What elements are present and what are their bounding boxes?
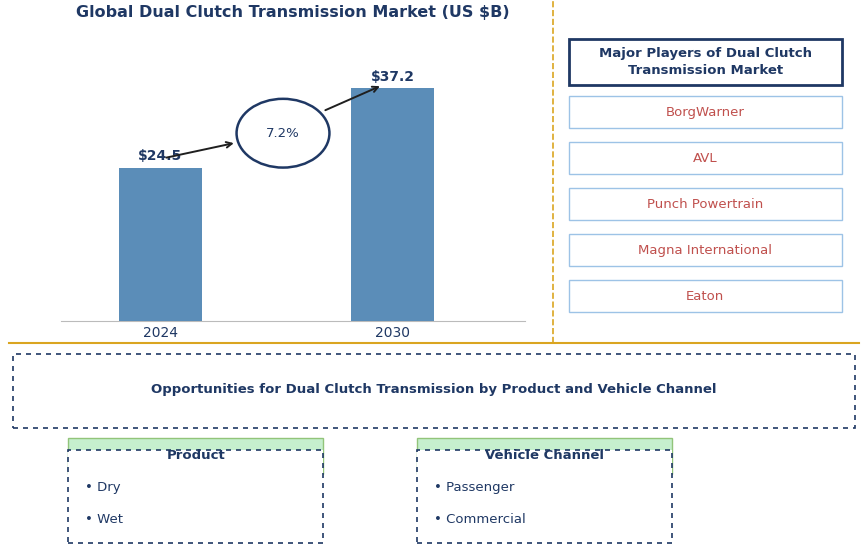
Text: Punch Powertrain: Punch Powertrain [648, 198, 763, 211]
Text: $24.5: $24.5 [138, 149, 182, 163]
Text: BorgWarner: BorgWarner [666, 106, 745, 119]
Title: Global Dual Clutch Transmission Market (US $B): Global Dual Clutch Transmission Market (… [76, 4, 510, 19]
FancyBboxPatch shape [13, 354, 855, 428]
Text: • Dry: • Dry [85, 481, 121, 494]
Text: • Wet: • Wet [85, 513, 123, 526]
Text: Eaton: Eaton [686, 290, 725, 303]
FancyBboxPatch shape [569, 143, 842, 174]
Bar [119, 168, 201, 321]
Text: • Passenger: • Passenger [434, 481, 515, 494]
Text: Source: Lucintel: Source: Lucintel [361, 361, 476, 374]
Text: Major Players of Dual Clutch
Transmission Market: Major Players of Dual Clutch Transmissio… [599, 47, 812, 77]
FancyBboxPatch shape [69, 438, 324, 474]
FancyBboxPatch shape [569, 234, 842, 266]
FancyBboxPatch shape [569, 280, 842, 312]
Text: • Commercial: • Commercial [434, 513, 526, 526]
FancyBboxPatch shape [69, 450, 324, 544]
FancyBboxPatch shape [569, 96, 842, 128]
Text: 7.2%: 7.2% [266, 127, 299, 140]
FancyBboxPatch shape [417, 438, 672, 474]
Bar [351, 88, 434, 321]
Text: Magna International: Magna International [638, 244, 773, 257]
Text: Opportunities for Dual Clutch Transmission by Product and Vehicle Channel: Opportunities for Dual Clutch Transmissi… [151, 383, 717, 396]
Text: Vehicle Channel: Vehicle Channel [485, 450, 604, 462]
Text: $37.2: $37.2 [371, 70, 414, 84]
FancyBboxPatch shape [417, 450, 672, 544]
Text: AVL: AVL [693, 152, 718, 165]
FancyBboxPatch shape [569, 39, 842, 85]
FancyBboxPatch shape [569, 189, 842, 220]
Text: Product: Product [167, 450, 225, 462]
